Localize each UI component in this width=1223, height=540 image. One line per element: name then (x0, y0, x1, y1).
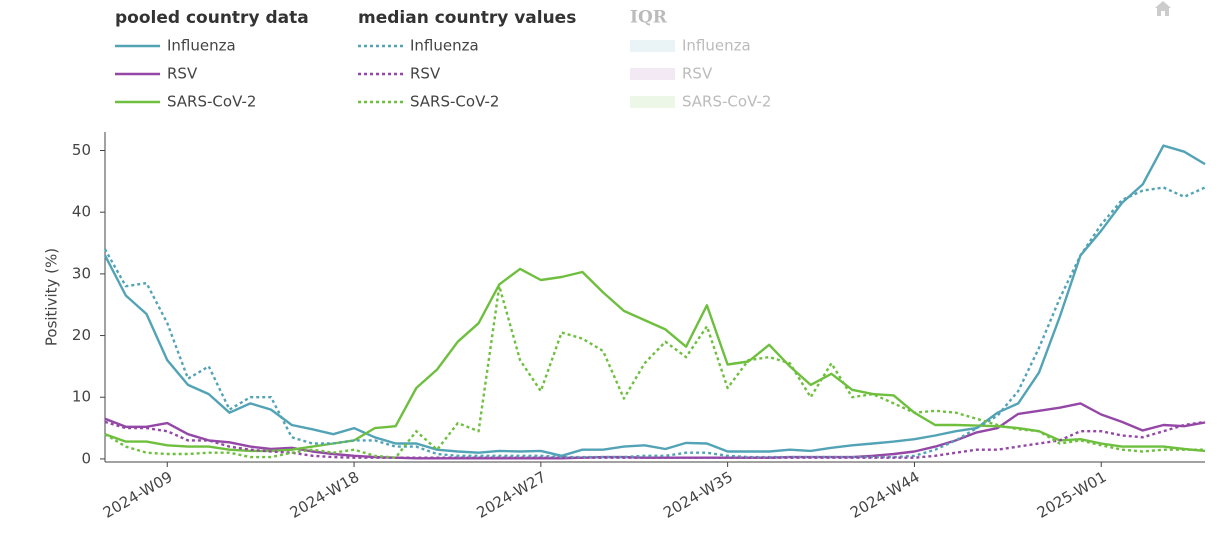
x-tick-label: 2024-W27 (473, 468, 549, 522)
legend-label: SARS-CoV-2 (167, 93, 256, 111)
y-axis-label: Positivity (%) (43, 248, 61, 346)
legend-group-title: IQR (630, 8, 668, 28)
y-tick-label: 30 (72, 264, 91, 282)
series-line (103, 144, 1206, 457)
x-tick-label: 2024-W35 (660, 468, 736, 522)
legend-label: RSV (167, 65, 198, 83)
y-tick-label: 40 (72, 203, 91, 221)
y-tick-label: 10 (72, 388, 91, 406)
legend-label: Influenza (410, 37, 479, 55)
legend-label: RSV (682, 65, 713, 83)
home-icon[interactable] (1155, 1, 1171, 16)
home-glyph (1155, 1, 1171, 16)
series-line (104, 420, 1206, 459)
x-tick-label: 2024-W09 (100, 468, 176, 522)
y-tick-label: 20 (72, 326, 91, 344)
legend-swatch (630, 40, 675, 52)
legend-swatch (630, 96, 675, 108)
legend-group-title: pooled country data (115, 8, 309, 28)
y-tick-label: 50 (72, 141, 91, 159)
legend-group-title: median country values (358, 8, 576, 28)
legend-label: SARS-CoV-2 (682, 93, 771, 111)
legend-label: SARS-CoV-2 (410, 93, 499, 111)
y-tick-label: 0 (81, 449, 91, 467)
legend-swatch (630, 68, 675, 80)
x-tick-label: 2024-W18 (287, 468, 363, 522)
x-tick-label: 2024-W44 (847, 468, 923, 522)
series-line (103, 186, 1206, 459)
series-line (104, 285, 1205, 459)
x-tick-label: 2025-W01 (1034, 468, 1110, 522)
legend-label: Influenza (682, 37, 751, 55)
legend-label: Influenza (167, 37, 236, 55)
series-line (104, 267, 1206, 453)
legend-label: RSV (410, 65, 441, 83)
